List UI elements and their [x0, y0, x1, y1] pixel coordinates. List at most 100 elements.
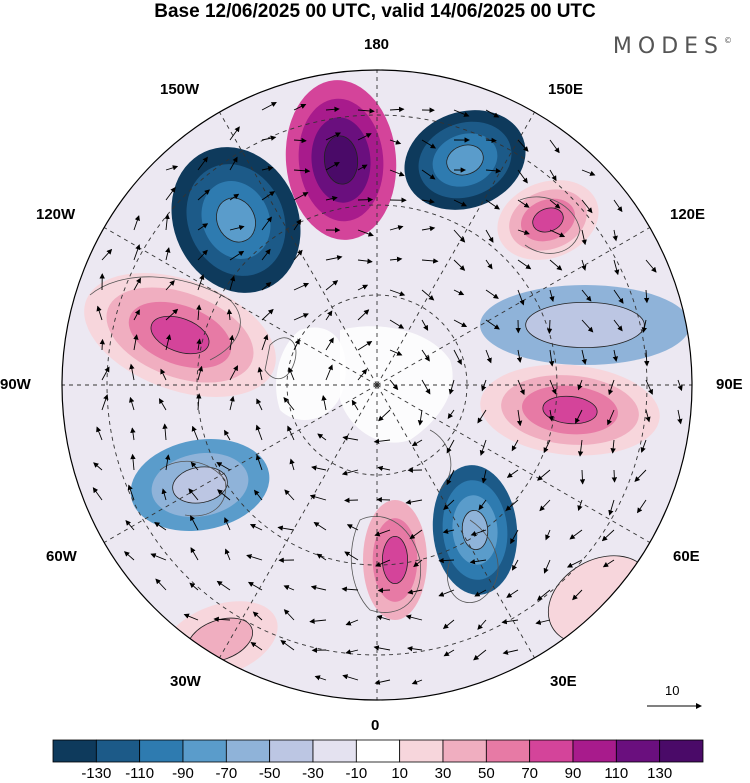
wind-vector	[101, 366, 110, 381]
wind-vector	[150, 553, 167, 561]
wind-vector	[293, 249, 303, 261]
wind-vector	[474, 589, 487, 597]
wind-vector	[611, 469, 618, 483]
wind-vector	[677, 409, 683, 425]
colorbar-label: -130	[81, 765, 112, 782]
wind-vector	[473, 649, 487, 661]
wind-vector	[569, 529, 583, 540]
lon-label-150e: 150E	[548, 81, 584, 98]
wind-vector	[256, 398, 263, 411]
wind-vector	[446, 439, 455, 454]
wind-vector	[313, 521, 327, 531]
arctic-ocean-region	[276, 327, 346, 420]
wind-vector	[125, 520, 135, 531]
wind-vector	[443, 499, 455, 511]
wind-vector	[613, 289, 624, 304]
wind-vector	[453, 229, 466, 243]
wind-vector	[443, 649, 455, 657]
wind-vector	[374, 529, 391, 537]
lon-label-180: 180	[364, 36, 390, 53]
wind-vector	[608, 379, 615, 396]
wind-vector	[442, 528, 455, 534]
wind-vector	[610, 439, 616, 454]
wind-vector	[228, 334, 235, 351]
wind-vector	[413, 559, 423, 568]
colorbar-swatch	[52, 739, 97, 763]
wind-vector	[453, 109, 470, 117]
wind-vector	[411, 439, 423, 447]
wind-vector	[374, 679, 391, 685]
wind-vector	[677, 379, 683, 392]
colorbar-swatch	[485, 739, 531, 763]
wind-vector	[421, 258, 439, 264]
wind-vector	[479, 439, 487, 456]
wind-vector	[325, 310, 333, 321]
wind-vector	[197, 365, 204, 381]
wind-vector	[421, 139, 437, 149]
wind-vector	[506, 469, 519, 478]
wind-vector	[579, 469, 586, 485]
wind-vector	[516, 349, 523, 363]
lon-label-60w: 60W	[46, 548, 77, 565]
wind-vector	[357, 108, 375, 114]
wind-vector	[517, 379, 525, 396]
wind-vector	[190, 547, 199, 561]
lon-label-30e: 30E	[550, 673, 577, 690]
wind-vector	[325, 255, 343, 261]
wind-vector	[502, 649, 519, 655]
wind-vector	[96, 305, 103, 321]
wind-vector	[613, 319, 623, 332]
wind-vector	[485, 349, 492, 364]
wind-vector	[510, 529, 519, 545]
wind-vector	[517, 199, 530, 208]
wind-vector	[311, 465, 327, 471]
wind-vectors	[92, 102, 683, 685]
wind-vector	[261, 248, 271, 261]
wind-vector	[546, 319, 553, 335]
wind-vector	[325, 106, 340, 113]
wind-vector	[325, 195, 338, 202]
colorbar-swatch	[659, 739, 704, 763]
wind-vector	[549, 199, 561, 209]
wind-vector	[411, 679, 423, 685]
wind-vector	[316, 553, 327, 561]
wind-vector	[409, 529, 423, 540]
wind-vector	[213, 616, 231, 622]
wind-vector	[224, 517, 231, 531]
wind-vector	[164, 454, 171, 471]
wind-vector	[197, 274, 205, 291]
copyright-mark: ©	[724, 36, 732, 45]
wind-vector	[389, 139, 402, 145]
wind-vector	[373, 438, 391, 444]
wind-vector	[96, 426, 103, 441]
wind-vector	[373, 645, 391, 651]
wind-vector	[357, 164, 368, 171]
wind-vector	[309, 494, 327, 501]
colorbar-label: 90	[564, 765, 582, 782]
wind-vector	[249, 524, 263, 531]
lon-label-90e: 90E	[716, 376, 743, 393]
wind-vector	[344, 551, 359, 561]
wind-vector	[261, 191, 276, 201]
wind-vector	[602, 559, 615, 568]
wind-vector	[389, 319, 405, 329]
colorbar-swatch	[312, 739, 357, 763]
colorbar-swatch	[139, 739, 184, 763]
wind-vector	[442, 619, 455, 630]
wind-vector	[448, 379, 455, 395]
wind-vector	[255, 424, 263, 441]
lon-label-120e: 120E	[670, 206, 706, 223]
colorbar-label: 70	[521, 765, 538, 782]
wind-vector	[229, 225, 245, 231]
wind-vector	[581, 319, 594, 333]
wind-vector	[164, 213, 170, 231]
wind-vector	[130, 427, 136, 441]
wind-vector	[389, 225, 404, 231]
wind-vector	[325, 162, 340, 171]
wind-vector	[517, 259, 532, 270]
anomaly-contour	[172, 466, 228, 504]
wind-vector	[261, 308, 274, 321]
colorbar-label: 110	[604, 765, 629, 782]
lon-label-90w: 90W	[0, 376, 31, 393]
colorbar-label: -110	[125, 765, 155, 782]
